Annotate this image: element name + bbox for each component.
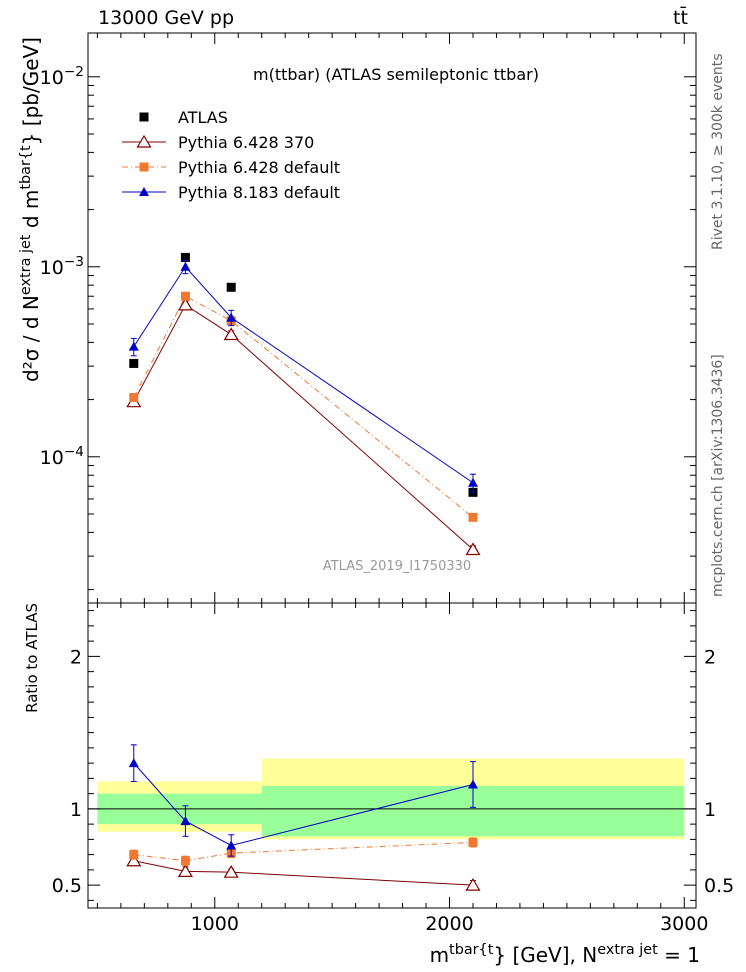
- legend-label: Pythia 6.428 370: [178, 133, 314, 152]
- x-axis-label-part: extra jet: [597, 942, 658, 958]
- x-axis-label-part: m: [430, 943, 449, 967]
- ratio-y-tick-label-right: 1: [704, 799, 716, 821]
- ratio-series-line-pythia-8-183-default: [133, 762, 474, 847]
- main-point-pythia-8-183-default: [180, 261, 191, 271]
- ratio-plot-frame: [87, 602, 697, 909]
- x-axis-label-part: } [GeV], N: [493, 943, 597, 967]
- legend-marker: [139, 187, 149, 196]
- legend-label: ATLAS: [178, 108, 228, 127]
- y-tick-label-part: −3: [64, 254, 84, 270]
- process-label: tt̄: [673, 7, 688, 29]
- y-axis-label-part: } [pb/GeV]: [19, 37, 43, 145]
- legend-label: Pythia 6.428 default: [178, 158, 340, 177]
- main-point-pythia-8-183-default: [128, 341, 139, 351]
- ratio-point-pythia-6-428-default: [129, 850, 139, 860]
- main-point-pythia-6-428-370: [223, 327, 239, 341]
- legend-marker: [136, 134, 152, 148]
- ratio-y-axis-label: Ratio to ATLAS: [23, 603, 41, 713]
- main-point-atlas: [226, 282, 236, 292]
- y-tick-label-part: 10: [40, 67, 64, 89]
- legend-marker: [139, 162, 149, 172]
- x-axis-label-part: tbar{t: [449, 942, 494, 958]
- legend-marker: [139, 112, 149, 122]
- ratio-point-pythia-8-183-default: [467, 779, 478, 789]
- rivet-version-label: Rivet 3.1.10, ≥ 300k events: [710, 53, 726, 250]
- y-axis-label-part: d m: [19, 190, 43, 235]
- collision-label: 13000 GeV pp: [98, 7, 235, 29]
- ratio-point-pythia-6-428-default: [468, 837, 478, 847]
- y-tick-label: 10−4: [40, 444, 84, 469]
- main-point-pythia-8-183-default: [467, 477, 478, 487]
- x-axis-label: mtbar{t} [GeV], Nextra jet = 1: [430, 942, 700, 967]
- ratio-point-pythia-6-428-default: [180, 856, 190, 866]
- ratio-point-pythia-6-428-370: [177, 864, 193, 878]
- analysis-watermark: ATLAS_2019_I1750330: [323, 559, 471, 574]
- y-axis-label: d²σ / d Nextra jet d mtbar{t} [pb/GeV]: [18, 37, 43, 382]
- y-tick-label-part: −4: [64, 444, 84, 460]
- y-tick-label-part: −2: [64, 64, 84, 80]
- ratio-y-tick-label-right: 0.5: [704, 875, 734, 897]
- ratio-point-pythia-6-428-370: [223, 864, 239, 878]
- main-point-atlas: [129, 358, 139, 368]
- ratio-y-tick-label-left: 0.5: [52, 875, 82, 897]
- plot-title: m(ttbar) (ATLAS semileptonic ttbar): [253, 65, 539, 84]
- ratio-point-pythia-8-183-default: [128, 758, 139, 768]
- y-tick-label: 10−3: [40, 254, 84, 279]
- ratio-series-line-pythia-6-428-370: [133, 860, 474, 886]
- legend-label: Pythia 8.183 default: [178, 183, 340, 202]
- x-tick-label: 2000: [425, 913, 473, 935]
- y-axis-label-part: extra jet: [18, 234, 34, 295]
- x-tick-label: 1000: [191, 913, 239, 935]
- ratio-series-line-pythia-6-428-default: [133, 841, 474, 862]
- y-tick-label-part: 10: [40, 257, 64, 279]
- main-point-pythia-6-428-370: [465, 542, 481, 556]
- main-point-pythia-8-183-default: [226, 312, 237, 322]
- ratio-y-tick-label-left: 1: [70, 799, 82, 821]
- ratio-point-pythia-6-428-370: [465, 877, 481, 891]
- main-series-line-pythia-6-428-default: [133, 295, 474, 518]
- mcplots-label: mcplots.cern.ch [arXiv:1306.3436]: [710, 354, 726, 597]
- main-series-line-pythia-8-183-default: [133, 265, 474, 484]
- main-point-pythia-6-428-default: [180, 291, 190, 301]
- ratio-point-pythia-8-183-default: [226, 840, 237, 850]
- ratio-point-pythia-6-428-370: [126, 853, 142, 867]
- main-point-pythia-6-428-370: [177, 297, 193, 311]
- y-axis-label-part: tbar{t: [18, 145, 34, 190]
- y-tick-label: 10−2: [40, 64, 84, 89]
- main-point-atlas: [180, 252, 190, 262]
- main-series-line-pythia-6-428-370: [133, 304, 474, 550]
- y-axis-label-part: d²σ / d N: [19, 295, 43, 382]
- x-tick-label: 3000: [660, 913, 708, 935]
- x-axis-label-part: = 1: [658, 943, 700, 967]
- y-tick-label-part: 10: [40, 447, 64, 469]
- main-point-pythia-6-428-default: [129, 393, 139, 403]
- ratio-y-tick-label-left: 2: [70, 646, 82, 668]
- ratio-point-pythia-8-183-default: [180, 816, 191, 826]
- ratio-y-tick-label-right: 2: [704, 646, 716, 668]
- main-point-pythia-6-428-default: [468, 512, 478, 522]
